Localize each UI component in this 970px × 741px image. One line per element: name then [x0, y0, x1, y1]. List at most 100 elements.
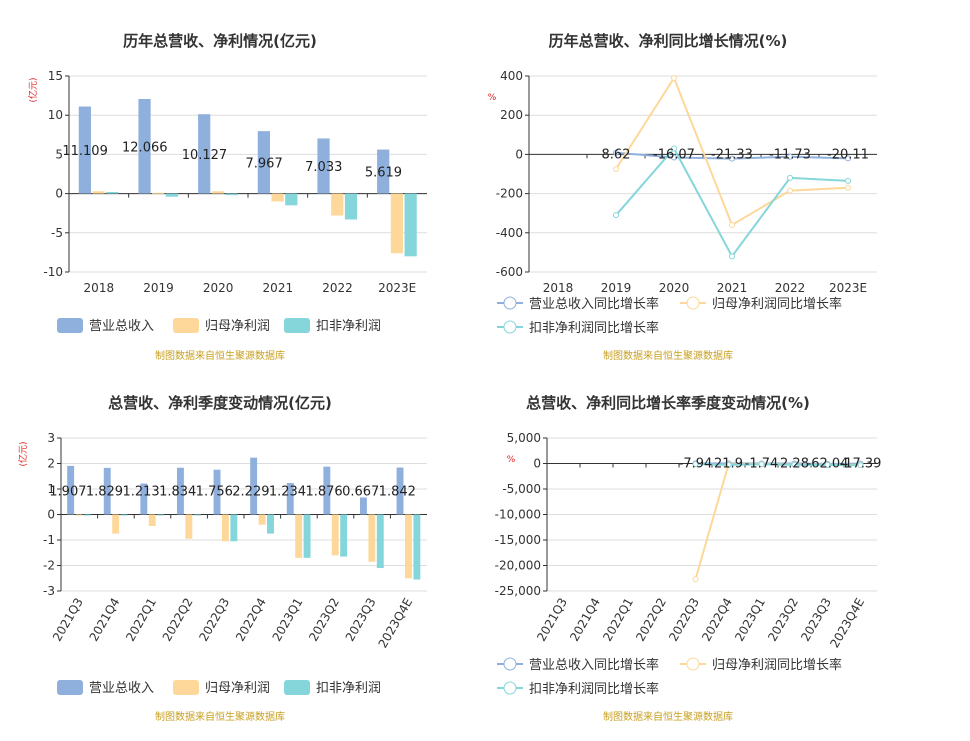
y-tick-label: 3	[47, 431, 55, 445]
bar-deducted-profit	[376, 514, 384, 569]
y-tick-label: 0	[533, 457, 541, 471]
bar-deducted-profit	[106, 192, 119, 194]
y-tick-label: -20,000	[495, 559, 541, 573]
line-point	[845, 177, 851, 184]
bar-net-profit	[271, 193, 284, 202]
legend-label: 营业总收入同比增长率	[529, 296, 659, 312]
y-tick-label: 400	[500, 69, 523, 83]
x-tick-label: 2022Q4	[699, 596, 735, 644]
bar-net-profit	[404, 514, 412, 579]
legend-swatch	[284, 680, 310, 695]
x-tick-label: 2023Q1	[732, 596, 768, 644]
bar-net-profit	[390, 193, 404, 254]
y-tick-label: -2	[43, 559, 55, 573]
bar-deducted-profit	[193, 514, 201, 516]
y-unit-label: (亿元)	[27, 77, 39, 102]
x-tick-label: 2022Q1	[123, 596, 159, 644]
y-tick-label: 0	[515, 147, 523, 161]
bar-revenue	[257, 131, 270, 194]
chart-title: 总营收、净利季度变动情况(亿元)	[108, 394, 332, 412]
legend-swatch	[173, 680, 199, 695]
legend-swatch-marker	[503, 681, 517, 695]
data-label: 1.234	[269, 485, 306, 500]
bar-deducted-profit	[225, 193, 238, 196]
x-tick-label: 2022	[322, 281, 353, 295]
chart-title: 历年总营收、净利同比增长情况(%)	[549, 32, 788, 50]
x-tick-label: 2023E	[829, 281, 867, 295]
bar-net-profit	[148, 514, 156, 526]
data-label: 1.834	[159, 485, 196, 500]
x-tick-label: 2021Q4	[567, 596, 603, 644]
line-point	[845, 184, 851, 191]
data-label: 7.033	[305, 160, 342, 175]
line-point	[787, 187, 793, 194]
y-unit-label: (亿元)	[17, 441, 29, 466]
legend-label: 扣非净利润	[316, 319, 381, 334]
data-label: -62.04	[807, 457, 849, 472]
bar-deducted-profit	[230, 514, 238, 542]
y-tick-label: -5	[51, 226, 63, 240]
line-net-profit-growth	[694, 463, 861, 580]
source-note: 制图数据来自恒生聚源数据库	[155, 710, 285, 723]
x-tick-label: 2021Q4	[87, 596, 123, 644]
source-note: 制图数据来自恒生聚源数据库	[603, 710, 733, 723]
x-tick-label: 2022Q3	[666, 596, 702, 644]
data-label: -11.73	[769, 147, 811, 162]
chart-panel-annual-value: 历年总营收、净利情况(亿元) (亿元) 15 10 5 0 -5 -10 2018 2019 202…	[27, 32, 427, 362]
bar-net-profit	[75, 514, 83, 516]
chart-title: 历年总营收、净利情况(亿元)	[123, 32, 317, 50]
bar-deducted-profit	[165, 193, 179, 197]
legend-label: 扣非净利润	[316, 681, 381, 696]
bar-net-profit	[295, 514, 303, 558]
line-point	[671, 154, 677, 161]
chart-title: 总营收、净利同比增长率季度变动情况(%)	[526, 394, 810, 412]
legend-swatch	[57, 680, 83, 695]
y-tick-label: -10,000	[495, 508, 541, 522]
y-tick-label: 15	[48, 69, 63, 83]
y-tick-label: -10	[43, 265, 63, 279]
legend-swatch-marker	[503, 657, 517, 671]
line-point	[613, 166, 619, 173]
x-tick-label: 2022Q2	[160, 596, 196, 644]
bar-revenue	[78, 106, 91, 194]
y-tick-label: 200	[500, 108, 523, 122]
bar-revenue	[67, 465, 75, 515]
line-point	[787, 174, 793, 181]
bar-net-profit	[331, 514, 339, 556]
source-note: 制图数据来自恒生聚源数据库	[155, 349, 285, 362]
line-point	[729, 221, 735, 228]
data-label: 5.619	[365, 166, 402, 181]
x-tick-label: 2018	[543, 281, 574, 295]
bar-deducted-profit	[267, 514, 274, 534]
x-tick-label: 2023Q3	[798, 596, 834, 644]
line-point	[845, 155, 851, 162]
x-tick-label: 2022Q2	[633, 596, 669, 644]
y-tick-label: 0	[55, 187, 63, 201]
y-tick-label: -3	[43, 584, 55, 598]
bar-deducted-profit	[340, 514, 348, 557]
y-tick-label: -1	[43, 533, 55, 547]
bar-deducted-profit	[344, 193, 358, 220]
y-unit-label: %	[488, 93, 497, 103]
line-point	[857, 462, 864, 469]
data-label: 21.9	[714, 457, 743, 472]
y-tick-label: -5,000	[502, 482, 541, 496]
bar-revenue	[176, 467, 184, 515]
x-tick-label: 2021Q3	[50, 596, 86, 644]
chart-panel-annual-growth: 历年总营收、净利同比增长情况(%)%400 200 0 -200 -400 -600 201…	[488, 32, 877, 362]
x-tick-label: 2021Q3	[534, 596, 570, 644]
line-point	[725, 462, 732, 469]
data-label: 1.842	[379, 485, 416, 500]
bar-net-profit	[258, 514, 266, 525]
bar-deducted-profit	[404, 193, 417, 257]
legend-swatch-marker	[686, 296, 700, 310]
bar-deducted-profit	[303, 514, 311, 558]
x-tick-label: 2019	[143, 281, 174, 295]
bar-revenue	[317, 138, 330, 194]
y-tick-label: -15,000	[495, 533, 541, 547]
y-tick-label: -200	[496, 187, 523, 201]
bar-deducted-profit	[157, 514, 165, 516]
legend-label: 营业总收入同比增长率	[529, 657, 659, 673]
